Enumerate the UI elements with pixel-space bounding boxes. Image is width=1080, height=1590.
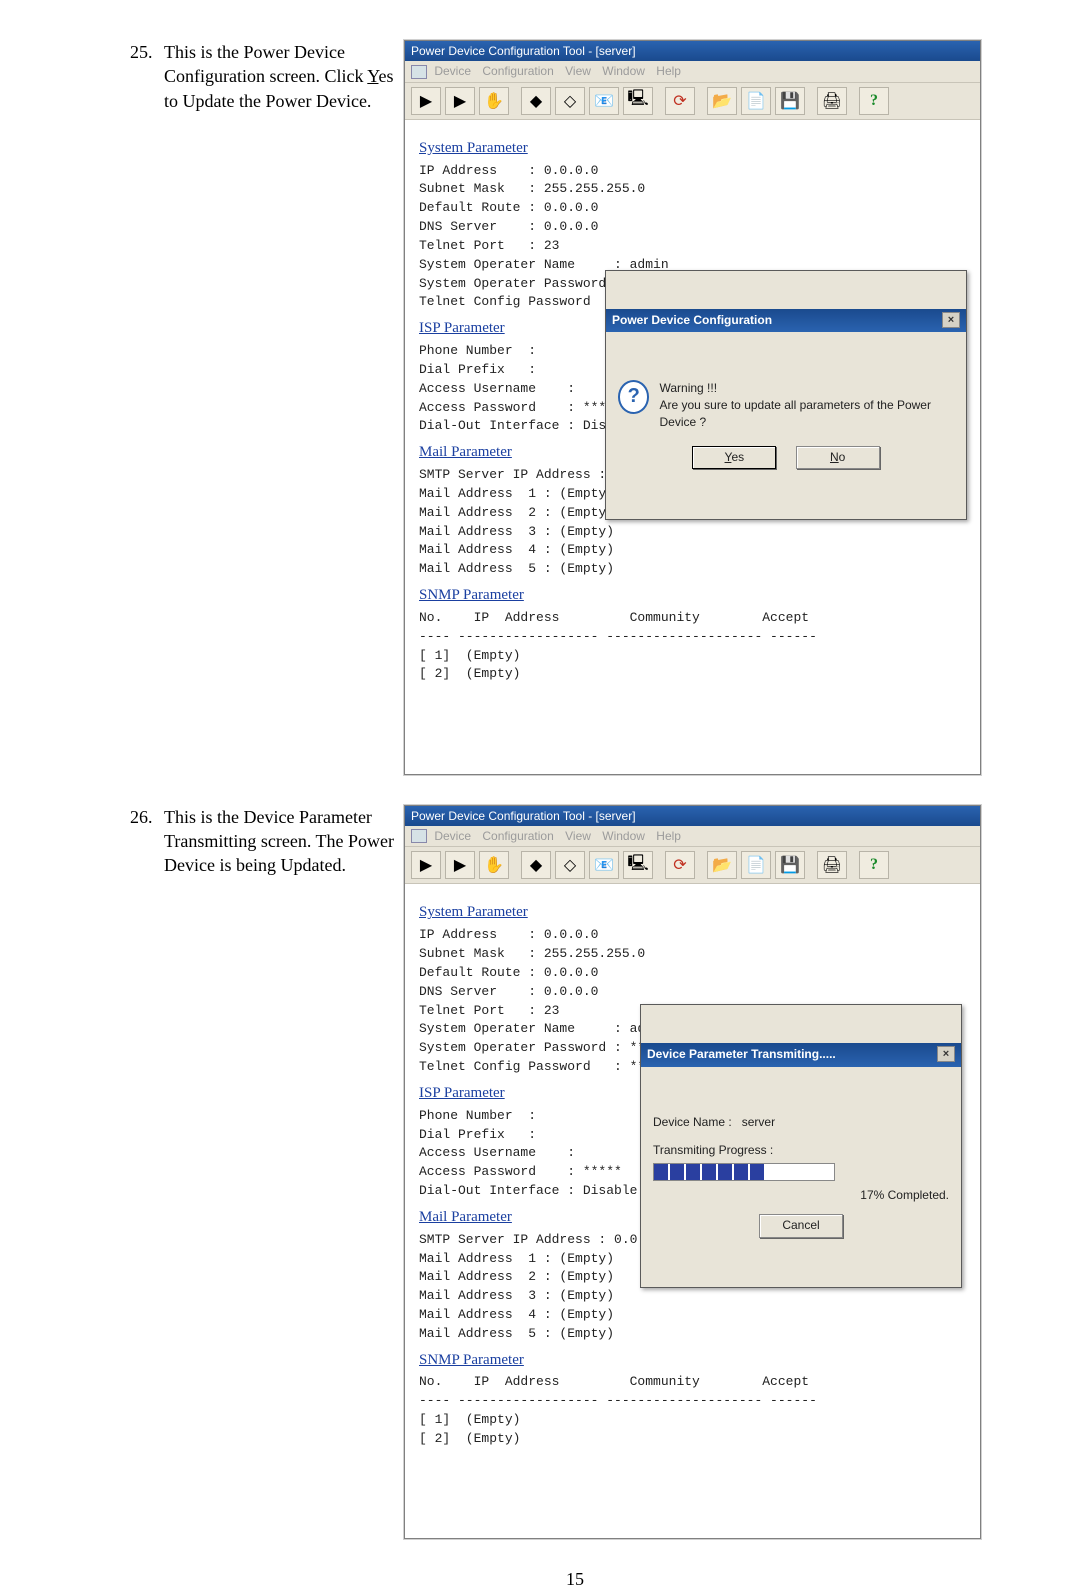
toolbar-button[interactable]: 🖳 [623,851,653,879]
dialog-title: Power Device Configuration [612,312,772,329]
menu-configuration[interactable]: Configuration [482,64,553,78]
device-name-label: Device Name : [653,1115,732,1129]
config-content: System ParameterIP Address : 0.0.0.0 Sub… [405,884,980,1538]
yes-button[interactable]: Yes [692,446,776,469]
close-icon[interactable]: × [942,312,960,328]
device-name-value: server [742,1115,775,1129]
dialog-title: Device Parameter Transmiting..... [647,1046,836,1063]
item-description: This is the Power Device Configuration s… [164,40,404,113]
list-number: 26. [130,805,164,829]
window-title: Power Device Configuration Tool - [serve… [405,41,980,61]
menu-bar: Device Configuration View Window Help [405,826,980,848]
help-icon[interactable]: ? [859,87,889,115]
toolbar-button[interactable]: ⟳ [665,851,695,879]
snmp-parameter-heading: SNMP Parameter [419,1350,966,1372]
toolbar: ▶ ▶ ✋ ◆ ◇ 📧 🖳 ⟳ 📂 📄 💾 🖨 ? [405,83,980,120]
menu-window[interactable]: Window [602,829,645,843]
toolbar-button[interactable]: ▶ [411,87,441,115]
confirmation-dialog: Power Device Configuration × ? Warning !… [605,270,967,520]
menu-configuration[interactable]: Configuration [482,829,553,843]
toolbar-button[interactable]: ✋ [479,851,509,879]
menu-view[interactable]: View [565,64,591,78]
menu-help[interactable]: Help [656,64,681,78]
toolbar-button[interactable]: ▶ [445,87,475,115]
dialog-warning-text: Warning !!! [659,380,954,397]
toolbar-button[interactable]: ▶ [445,851,475,879]
toolbar-button[interactable]: 🖨 [817,87,847,115]
cancel-button[interactable]: Cancel [759,1214,843,1237]
toolbar-button[interactable]: 📂 [707,851,737,879]
app-window: Power Device Configuration Tool - [serve… [404,805,981,1540]
item-description: This is the Device Parameter Transmittin… [164,805,404,878]
system-parameter-heading: System Parameter [419,138,966,160]
toolbar-button[interactable]: 📂 [707,87,737,115]
app-window: Power Device Configuration Tool - [serve… [404,40,981,775]
toolbar-button[interactable]: ◇ [555,851,585,879]
toolbar-button[interactable]: ▶ [411,851,441,879]
toolbar-button[interactable]: 📧 [589,87,619,115]
progress-percent: 17% Completed. [653,1187,949,1204]
progress-dialog: Device Parameter Transmiting..... × Devi… [640,1004,962,1288]
mdi-icon [411,65,427,79]
toolbar-button[interactable]: ◆ [521,87,551,115]
menu-device[interactable]: Device [434,64,471,78]
close-icon[interactable]: × [937,1046,955,1062]
toolbar-button[interactable]: 📄 [741,851,771,879]
progress-bar [653,1163,835,1181]
menu-bar: Device Configuration View Window Help [405,61,980,83]
toolbar-button[interactable]: ✋ [479,87,509,115]
system-parameter-heading: System Parameter [419,902,966,924]
toolbar-button[interactable]: ◆ [521,851,551,879]
toolbar-button[interactable]: 💾 [775,87,805,115]
help-icon[interactable]: ? [859,851,889,879]
toolbar-button[interactable]: 🖳 [623,87,653,115]
no-button[interactable]: No [796,446,880,469]
menu-device[interactable]: Device [434,829,471,843]
toolbar-button[interactable]: ⟳ [665,87,695,115]
config-content: System ParameterIP Address : 0.0.0.0 Sub… [405,120,980,774]
toolbar-button[interactable]: 🖨 [817,851,847,879]
toolbar-button[interactable]: 💾 [775,851,805,879]
menu-window[interactable]: Window [602,64,645,78]
question-icon: ? [618,380,649,414]
mdi-icon [411,829,427,843]
dialog-message: Are you sure to update all parameters of… [659,397,954,432]
menu-help[interactable]: Help [656,829,681,843]
window-title: Power Device Configuration Tool - [serve… [405,806,980,826]
toolbar: ▶ ▶ ✋ ◆ ◇ 📧 🖳 ⟳ 📂 📄 💾 🖨 ? [405,847,980,884]
toolbar-button[interactable]: 📧 [589,851,619,879]
snmp-parameter-heading: SNMP Parameter [419,585,966,607]
page-number: 15 [130,1569,1020,1590]
menu-view[interactable]: View [565,829,591,843]
toolbar-button[interactable]: ◇ [555,87,585,115]
toolbar-button[interactable]: 📄 [741,87,771,115]
list-number: 25. [130,40,164,64]
progress-label: Transmiting Progress : [653,1142,949,1159]
